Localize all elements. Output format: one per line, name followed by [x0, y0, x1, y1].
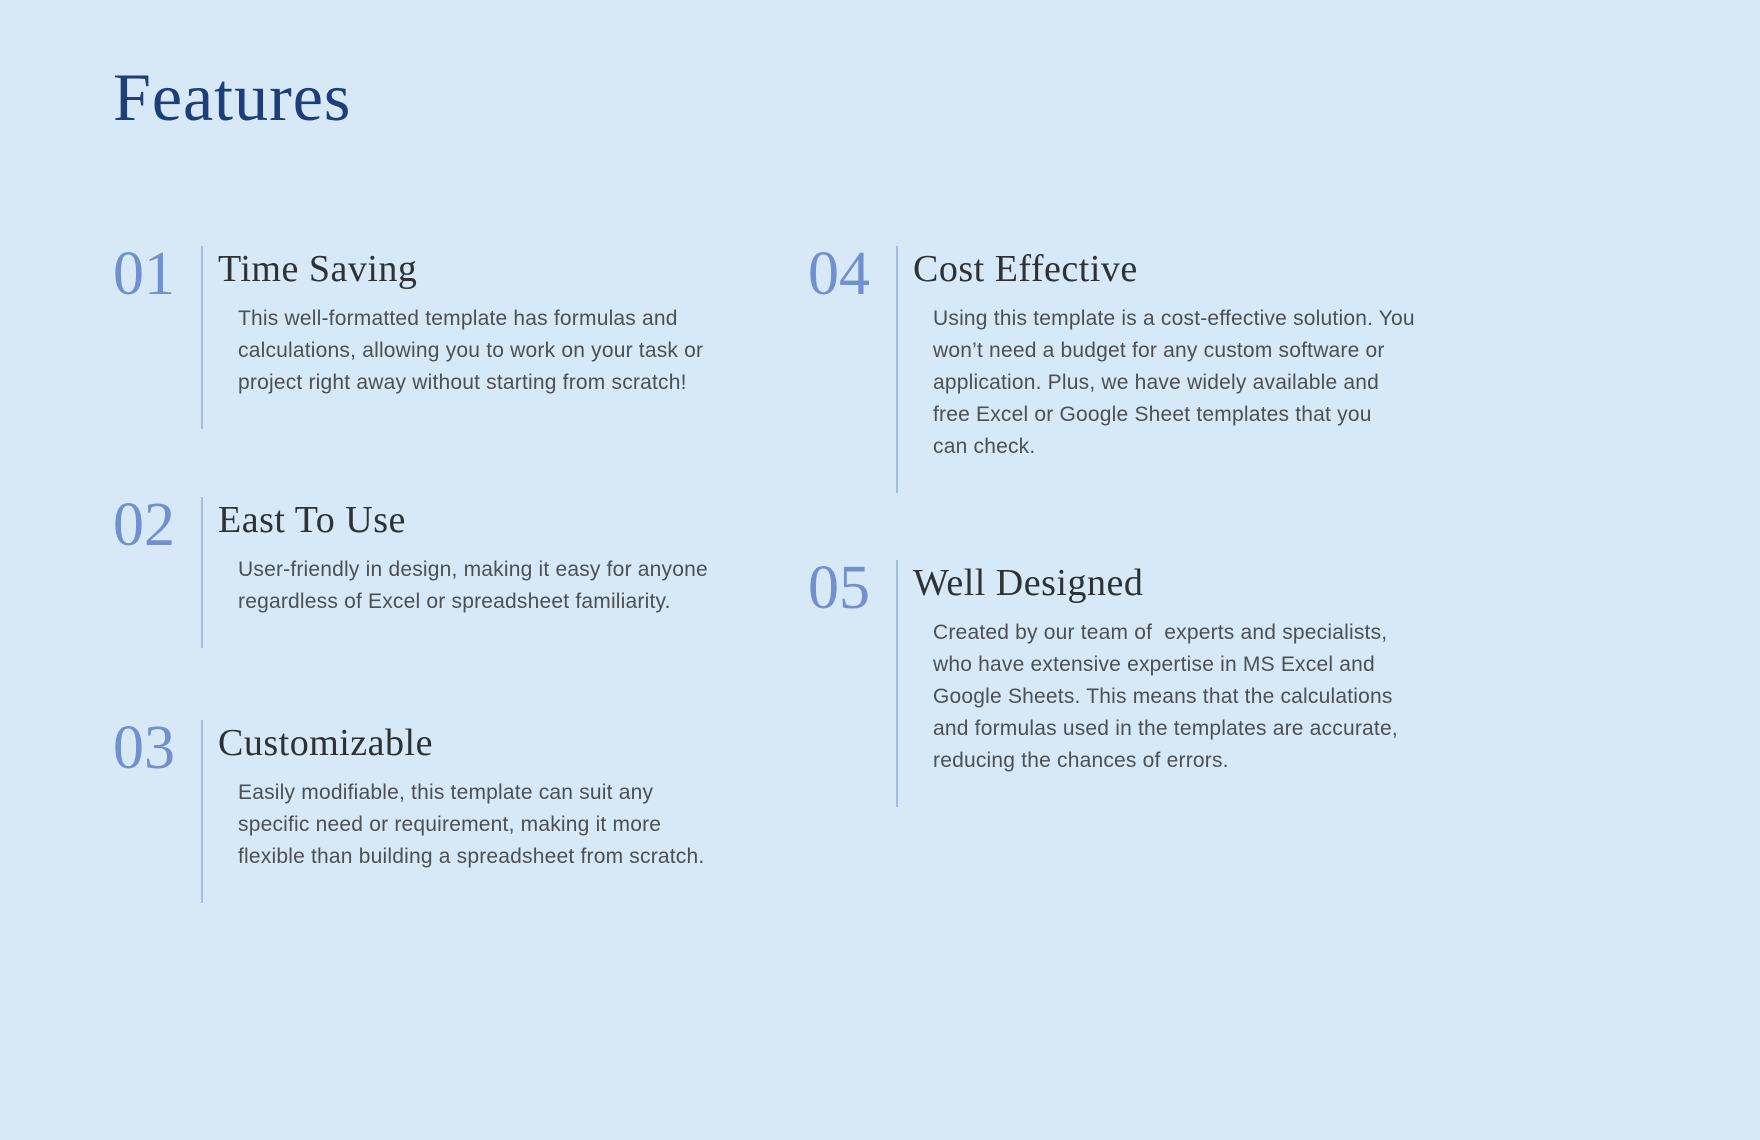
feature-item-03: 03 Customizable Easily modifiable, this … — [113, 714, 793, 903]
feature-title: East To Use — [218, 499, 406, 541]
feature-number: 01 — [113, 240, 175, 308]
feature-content: Time Saving This well-formatted template… — [203, 246, 703, 429]
feature-title: Cost Effective — [913, 248, 1138, 290]
feature-description: Created by our team of experts and speci… — [933, 620, 1398, 772]
feature-description: User-friendly in design, making it easy … — [238, 557, 708, 613]
vertical-divider — [201, 497, 203, 648]
feature-description: Using this template is a cost-effective … — [933, 306, 1415, 458]
feature-item-01: 01 Time Saving This well-formatted templ… — [113, 240, 793, 429]
feature-number: 05 — [808, 554, 870, 622]
vertical-divider — [896, 560, 898, 807]
feature-title: Customizable — [218, 722, 433, 764]
feature-content: East To Use User-friendly in design, mak… — [203, 497, 708, 648]
vertical-divider — [201, 720, 203, 903]
feature-title: Well Designed — [913, 562, 1144, 604]
feature-number: 02 — [113, 491, 175, 559]
feature-content: Well Designed Created by our team of exp… — [898, 560, 1398, 807]
feature-title: Time Saving — [218, 248, 418, 290]
feature-description: Easily modifiable, this template can sui… — [238, 780, 705, 868]
feature-item-04: 04 Cost Effective Using this template is… — [808, 240, 1498, 493]
feature-description: This well-formatted template has formula… — [238, 306, 704, 394]
feature-item-05: 05 Well Designed Created by our team of … — [808, 554, 1498, 807]
feature-number: 04 — [808, 240, 870, 308]
feature-content: Cost Effective Using this template is a … — [898, 246, 1415, 493]
vertical-divider — [896, 246, 898, 493]
vertical-divider — [201, 246, 203, 429]
feature-number: 03 — [113, 714, 175, 782]
feature-content: Customizable Easily modifiable, this tem… — [203, 720, 704, 903]
page-title: Features — [113, 59, 352, 135]
feature-item-02: 02 East To Use User-friendly in design, … — [113, 491, 793, 648]
